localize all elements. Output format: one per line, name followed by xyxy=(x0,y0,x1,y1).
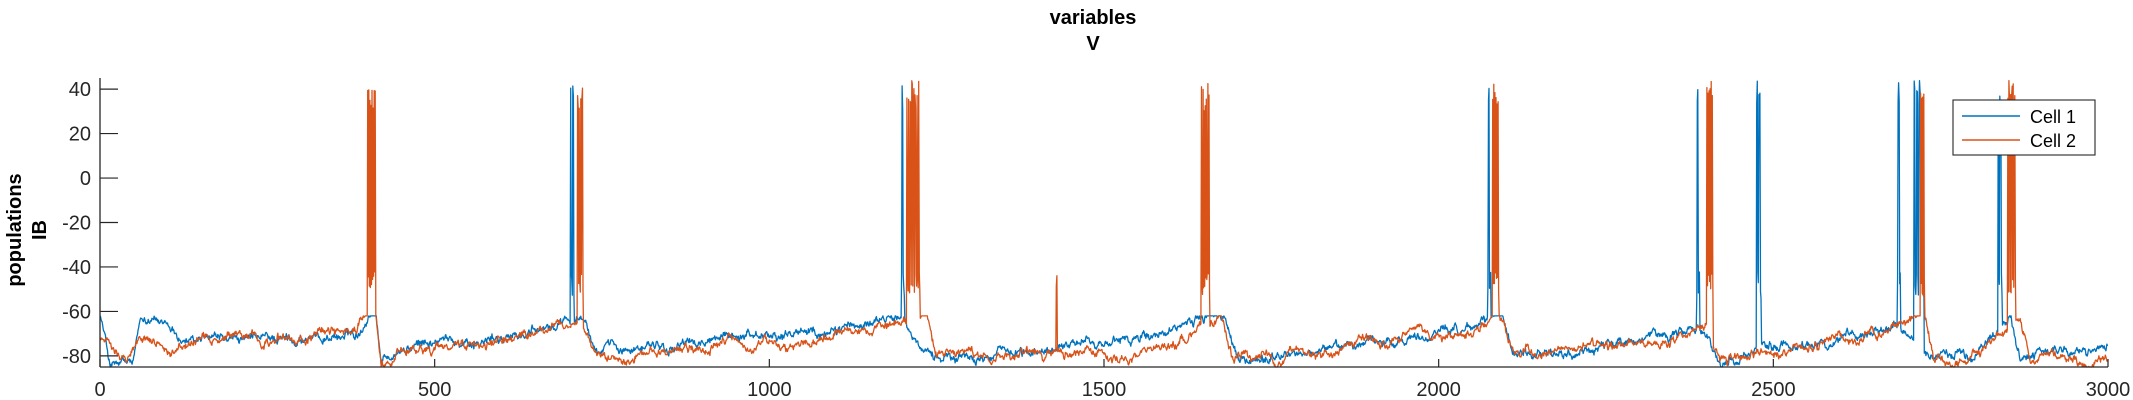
x-tick-label: 1500 xyxy=(1082,379,1127,400)
series-line-1 xyxy=(99,79,2109,368)
x-tick-label: 500 xyxy=(418,379,451,400)
x-tick-label: 0 xyxy=(94,379,105,400)
x-tick-label: 2500 xyxy=(1751,379,1796,400)
y-tick-label: -40 xyxy=(62,257,91,279)
axes: 0 500 1000 1500 2000 2500 3000 40 20 0 -20 -40 -60 -8… xyxy=(62,78,2130,400)
series-line-2 xyxy=(99,80,2108,368)
y-tick-label: 20 xyxy=(69,124,91,146)
y-tick-label: 0 xyxy=(80,168,91,190)
x-tick-label: 2000 xyxy=(1416,379,1461,400)
y-axis-label: populations IB xyxy=(4,173,51,286)
ylabel-line-1: populations xyxy=(4,173,26,286)
legend-box xyxy=(1952,99,2096,156)
y-tick-label: -60 xyxy=(62,301,91,323)
ylabel-line-2: IB xyxy=(29,220,51,240)
y-tick-label: -20 xyxy=(62,213,91,235)
x-tick-label: 1000 xyxy=(747,379,792,400)
plot-area xyxy=(99,79,2109,368)
chart-title: variables V xyxy=(1050,7,1137,55)
x-tick-label: 3000 xyxy=(2086,379,2131,400)
legend-label-1: Cell 1 xyxy=(2030,107,2076,127)
legend-label-2: Cell 2 xyxy=(2030,131,2076,151)
legend: Cell 1 Cell 2 xyxy=(1952,99,2096,156)
title-line-1: variables xyxy=(1050,7,1137,29)
title-line-2: V xyxy=(1086,33,1100,55)
y-tick-label: 40 xyxy=(69,79,91,101)
y-tick-label: -80 xyxy=(62,346,91,368)
